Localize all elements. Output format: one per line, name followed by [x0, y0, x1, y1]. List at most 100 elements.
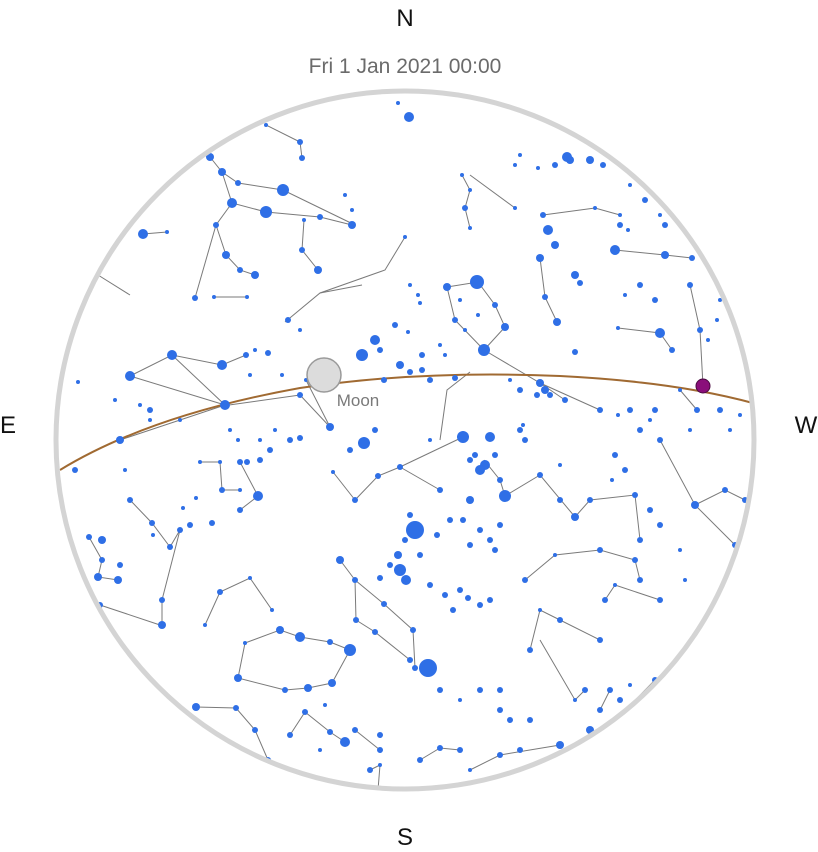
constellation-line — [284, 236, 406, 323]
star — [689, 255, 695, 261]
star — [637, 577, 643, 583]
star — [616, 413, 620, 417]
star — [213, 222, 219, 228]
star — [407, 369, 413, 375]
star — [253, 491, 263, 501]
star — [602, 597, 608, 603]
star — [534, 392, 540, 398]
constellation-line — [354, 729, 381, 751]
star — [237, 459, 243, 465]
star — [228, 428, 232, 432]
star — [356, 349, 368, 361]
star — [612, 452, 618, 458]
star — [467, 542, 473, 548]
star — [597, 707, 603, 713]
south-label: S — [397, 824, 413, 851]
star — [233, 705, 239, 711]
star — [402, 537, 408, 543]
star — [597, 407, 603, 413]
star — [114, 576, 122, 584]
star — [237, 507, 243, 513]
star — [442, 592, 448, 598]
star — [577, 280, 583, 286]
star — [536, 254, 544, 262]
star — [198, 460, 202, 464]
star — [562, 397, 568, 403]
star — [610, 478, 614, 482]
star — [517, 427, 523, 433]
star — [472, 452, 478, 458]
star — [600, 162, 606, 168]
star — [287, 437, 293, 443]
star — [280, 373, 284, 377]
star — [381, 601, 387, 607]
star — [218, 168, 226, 176]
star — [372, 427, 378, 433]
constellation-line — [129, 354, 247, 377]
star — [492, 302, 498, 308]
star — [251, 271, 259, 279]
star — [553, 318, 561, 326]
star — [192, 295, 198, 301]
star — [450, 607, 456, 613]
star — [243, 641, 247, 645]
star — [234, 674, 242, 682]
star — [410, 627, 416, 633]
star — [648, 418, 652, 422]
constellation-line — [689, 284, 704, 387]
star — [518, 153, 522, 157]
star — [394, 564, 406, 576]
star — [295, 632, 305, 642]
moon-icon[interactable] — [306, 357, 342, 393]
constellation-line — [446, 281, 506, 351]
star — [375, 473, 381, 479]
star — [377, 747, 383, 753]
star — [618, 213, 622, 217]
star — [412, 665, 418, 671]
constellation-line — [129, 499, 181, 548]
star — [147, 407, 153, 413]
constellation-line — [694, 489, 746, 506]
star — [497, 687, 503, 693]
star — [243, 352, 249, 358]
star — [99, 557, 105, 563]
star — [477, 527, 483, 533]
star — [438, 343, 442, 347]
star — [314, 266, 322, 274]
star — [661, 251, 669, 259]
star — [537, 472, 543, 478]
star — [419, 367, 425, 373]
star — [467, 457, 473, 463]
star — [586, 156, 594, 164]
star — [419, 352, 425, 358]
star — [460, 173, 464, 177]
star — [304, 684, 312, 692]
star — [492, 452, 498, 458]
star — [683, 578, 687, 582]
star — [273, 428, 277, 432]
star — [125, 371, 135, 381]
star — [260, 206, 272, 218]
constellation-line — [524, 549, 641, 581]
star — [628, 683, 632, 687]
star — [437, 687, 443, 693]
star — [465, 595, 471, 601]
star — [728, 428, 732, 432]
star — [457, 431, 469, 443]
star — [265, 350, 271, 356]
star — [331, 470, 335, 474]
star — [352, 727, 358, 733]
star — [148, 418, 152, 422]
star — [417, 552, 423, 558]
constellation-line — [265, 124, 303, 159]
constellation-line — [195, 706, 269, 761]
star — [236, 438, 240, 442]
star — [476, 313, 480, 317]
star — [397, 464, 403, 470]
star — [187, 522, 193, 528]
star — [522, 437, 528, 443]
planet-icon[interactable] — [695, 378, 711, 394]
star — [394, 551, 402, 559]
star — [647, 507, 653, 513]
star — [715, 318, 719, 322]
